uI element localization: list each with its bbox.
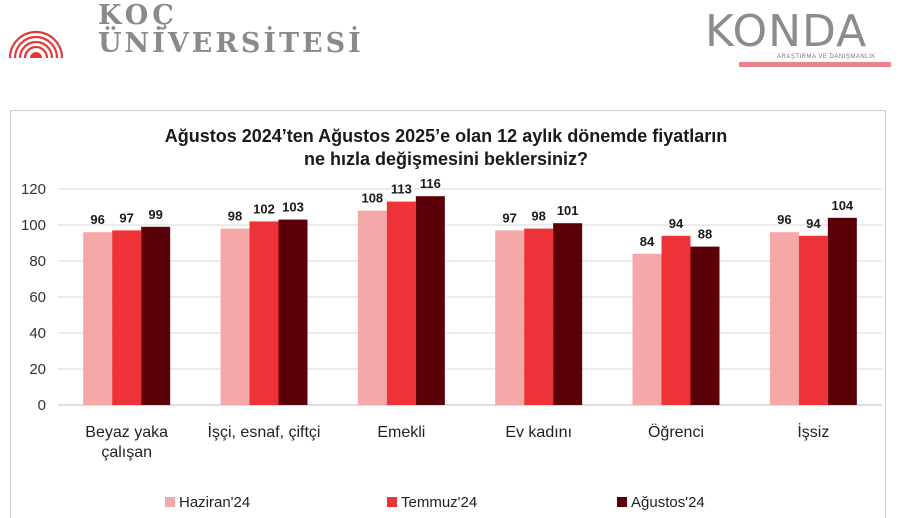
bar: [798, 235, 828, 405]
bar: [553, 223, 583, 405]
x-tick-label: Emekli: [377, 424, 425, 441]
data-label: 96: [90, 212, 104, 227]
data-label: 108: [361, 191, 383, 206]
data-label: 103: [282, 200, 304, 215]
y-tick-label: 20: [29, 361, 46, 378]
konda-logo-word: KONDA: [705, 6, 868, 57]
data-label: 94: [806, 216, 821, 231]
bar: [141, 226, 171, 405]
koc-logo-line1: KOÇ: [98, 0, 178, 31]
y-tick-label: 0: [38, 397, 46, 414]
bar: [661, 235, 691, 405]
konda-logo: KONDA ARAŞTIRMA VE DANIŞMANLIK: [705, 6, 905, 76]
bar: [524, 228, 554, 405]
konda-logo-subtitle: ARAŞTIRMA VE DANIŞMANLIK: [777, 54, 876, 60]
bar: [220, 228, 250, 405]
legend-label: Temmuz'24: [401, 494, 477, 511]
bar: [357, 210, 387, 405]
data-label: 99: [148, 207, 162, 222]
x-tick-label: Beyaz yaka: [85, 424, 168, 441]
chart-title-line1: Ağustos 2024’ten Ağustos 2025’e olan 12 …: [165, 126, 728, 146]
x-tick-label: İşsiz: [797, 422, 829, 441]
data-label: 102: [253, 201, 275, 216]
bar: [690, 246, 720, 405]
bar: [83, 232, 113, 405]
x-tick-label: İşçi, esnaf, çiftçi: [208, 422, 321, 441]
legend-swatch: [617, 497, 627, 507]
bar: [249, 221, 279, 405]
y-tick-label: 60: [29, 289, 46, 306]
data-label: 113: [391, 182, 412, 197]
bar: [495, 230, 525, 405]
x-tick-label: çalışan: [101, 444, 152, 461]
data-label: 98: [531, 209, 545, 224]
y-tick-label: 80: [29, 253, 46, 270]
legend-label: Haziran'24: [179, 494, 250, 511]
y-tick-label: 100: [21, 217, 46, 234]
legend-swatch: [387, 497, 397, 507]
data-label: 94: [669, 216, 684, 231]
bar: [632, 253, 662, 405]
bar: [415, 196, 445, 405]
bar: [769, 232, 799, 405]
x-tick-label: Ev kadını: [505, 424, 572, 441]
y-tick-label: 120: [21, 181, 46, 198]
data-label: 88: [698, 227, 712, 242]
data-label: 96: [777, 212, 791, 227]
data-label: 84: [640, 234, 655, 249]
koc-university-logo-icon: [8, 30, 64, 59]
bar: [386, 201, 416, 405]
data-label: 97: [502, 210, 516, 225]
konda-logo-bar: [739, 62, 891, 67]
bar: [112, 230, 142, 405]
koc-logo-line2: ÜNİVERSİTESİ: [98, 28, 364, 59]
data-label: 101: [557, 203, 579, 218]
data-label: 104: [831, 198, 853, 213]
bar: [827, 217, 857, 405]
data-label: 98: [228, 209, 242, 224]
data-label: 97: [119, 210, 133, 225]
bar: [278, 219, 308, 405]
header-band: [0, 0, 911, 100]
legend-label: Ağustos'24: [631, 494, 705, 511]
data-label: 116: [420, 176, 441, 191]
y-tick-label: 40: [29, 325, 46, 342]
chart-frame: [10, 110, 886, 518]
legend-swatch: [165, 497, 175, 507]
chart-title-line2: ne hızla değişmesini beklersiniz?: [304, 149, 588, 169]
x-tick-label: Öğrenci: [648, 423, 704, 441]
